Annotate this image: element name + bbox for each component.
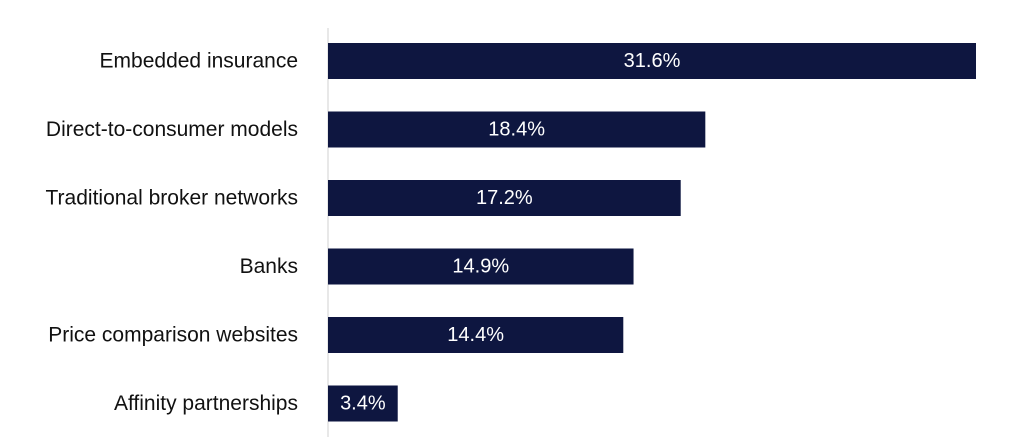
bar-5	[328, 385, 398, 422]
category-label-3: Banks	[240, 255, 298, 278]
value-label-1: 18.4%	[488, 119, 545, 141]
bars-group	[328, 43, 976, 422]
value-labels-group: 31.6% 18.4% 17.2% 14.9% 14.4% 3.4%	[340, 50, 681, 415]
value-label-5: 3.4%	[340, 393, 386, 415]
category-label-5: Affinity partnerships	[114, 392, 298, 415]
bar-4	[328, 317, 624, 353]
category-label-1: Direct-to-consumer models	[46, 118, 298, 141]
category-label-2: Traditional broker networks	[46, 187, 299, 210]
bar-0	[328, 43, 976, 79]
value-label-4: 14.4%	[447, 324, 504, 346]
value-label-0: 31.6%	[624, 50, 681, 72]
category-labels-group: Embedded insurance Direct-to-consumer mod…	[46, 50, 299, 416]
category-label-0: Embedded insurance	[100, 50, 298, 73]
bar-2	[328, 180, 681, 216]
bar-1	[328, 111, 706, 148]
value-label-3: 14.9%	[452, 256, 509, 278]
category-label-4: Price comparison websites	[48, 324, 298, 347]
value-label-2: 17.2%	[476, 187, 533, 209]
bar-3	[328, 248, 634, 285]
